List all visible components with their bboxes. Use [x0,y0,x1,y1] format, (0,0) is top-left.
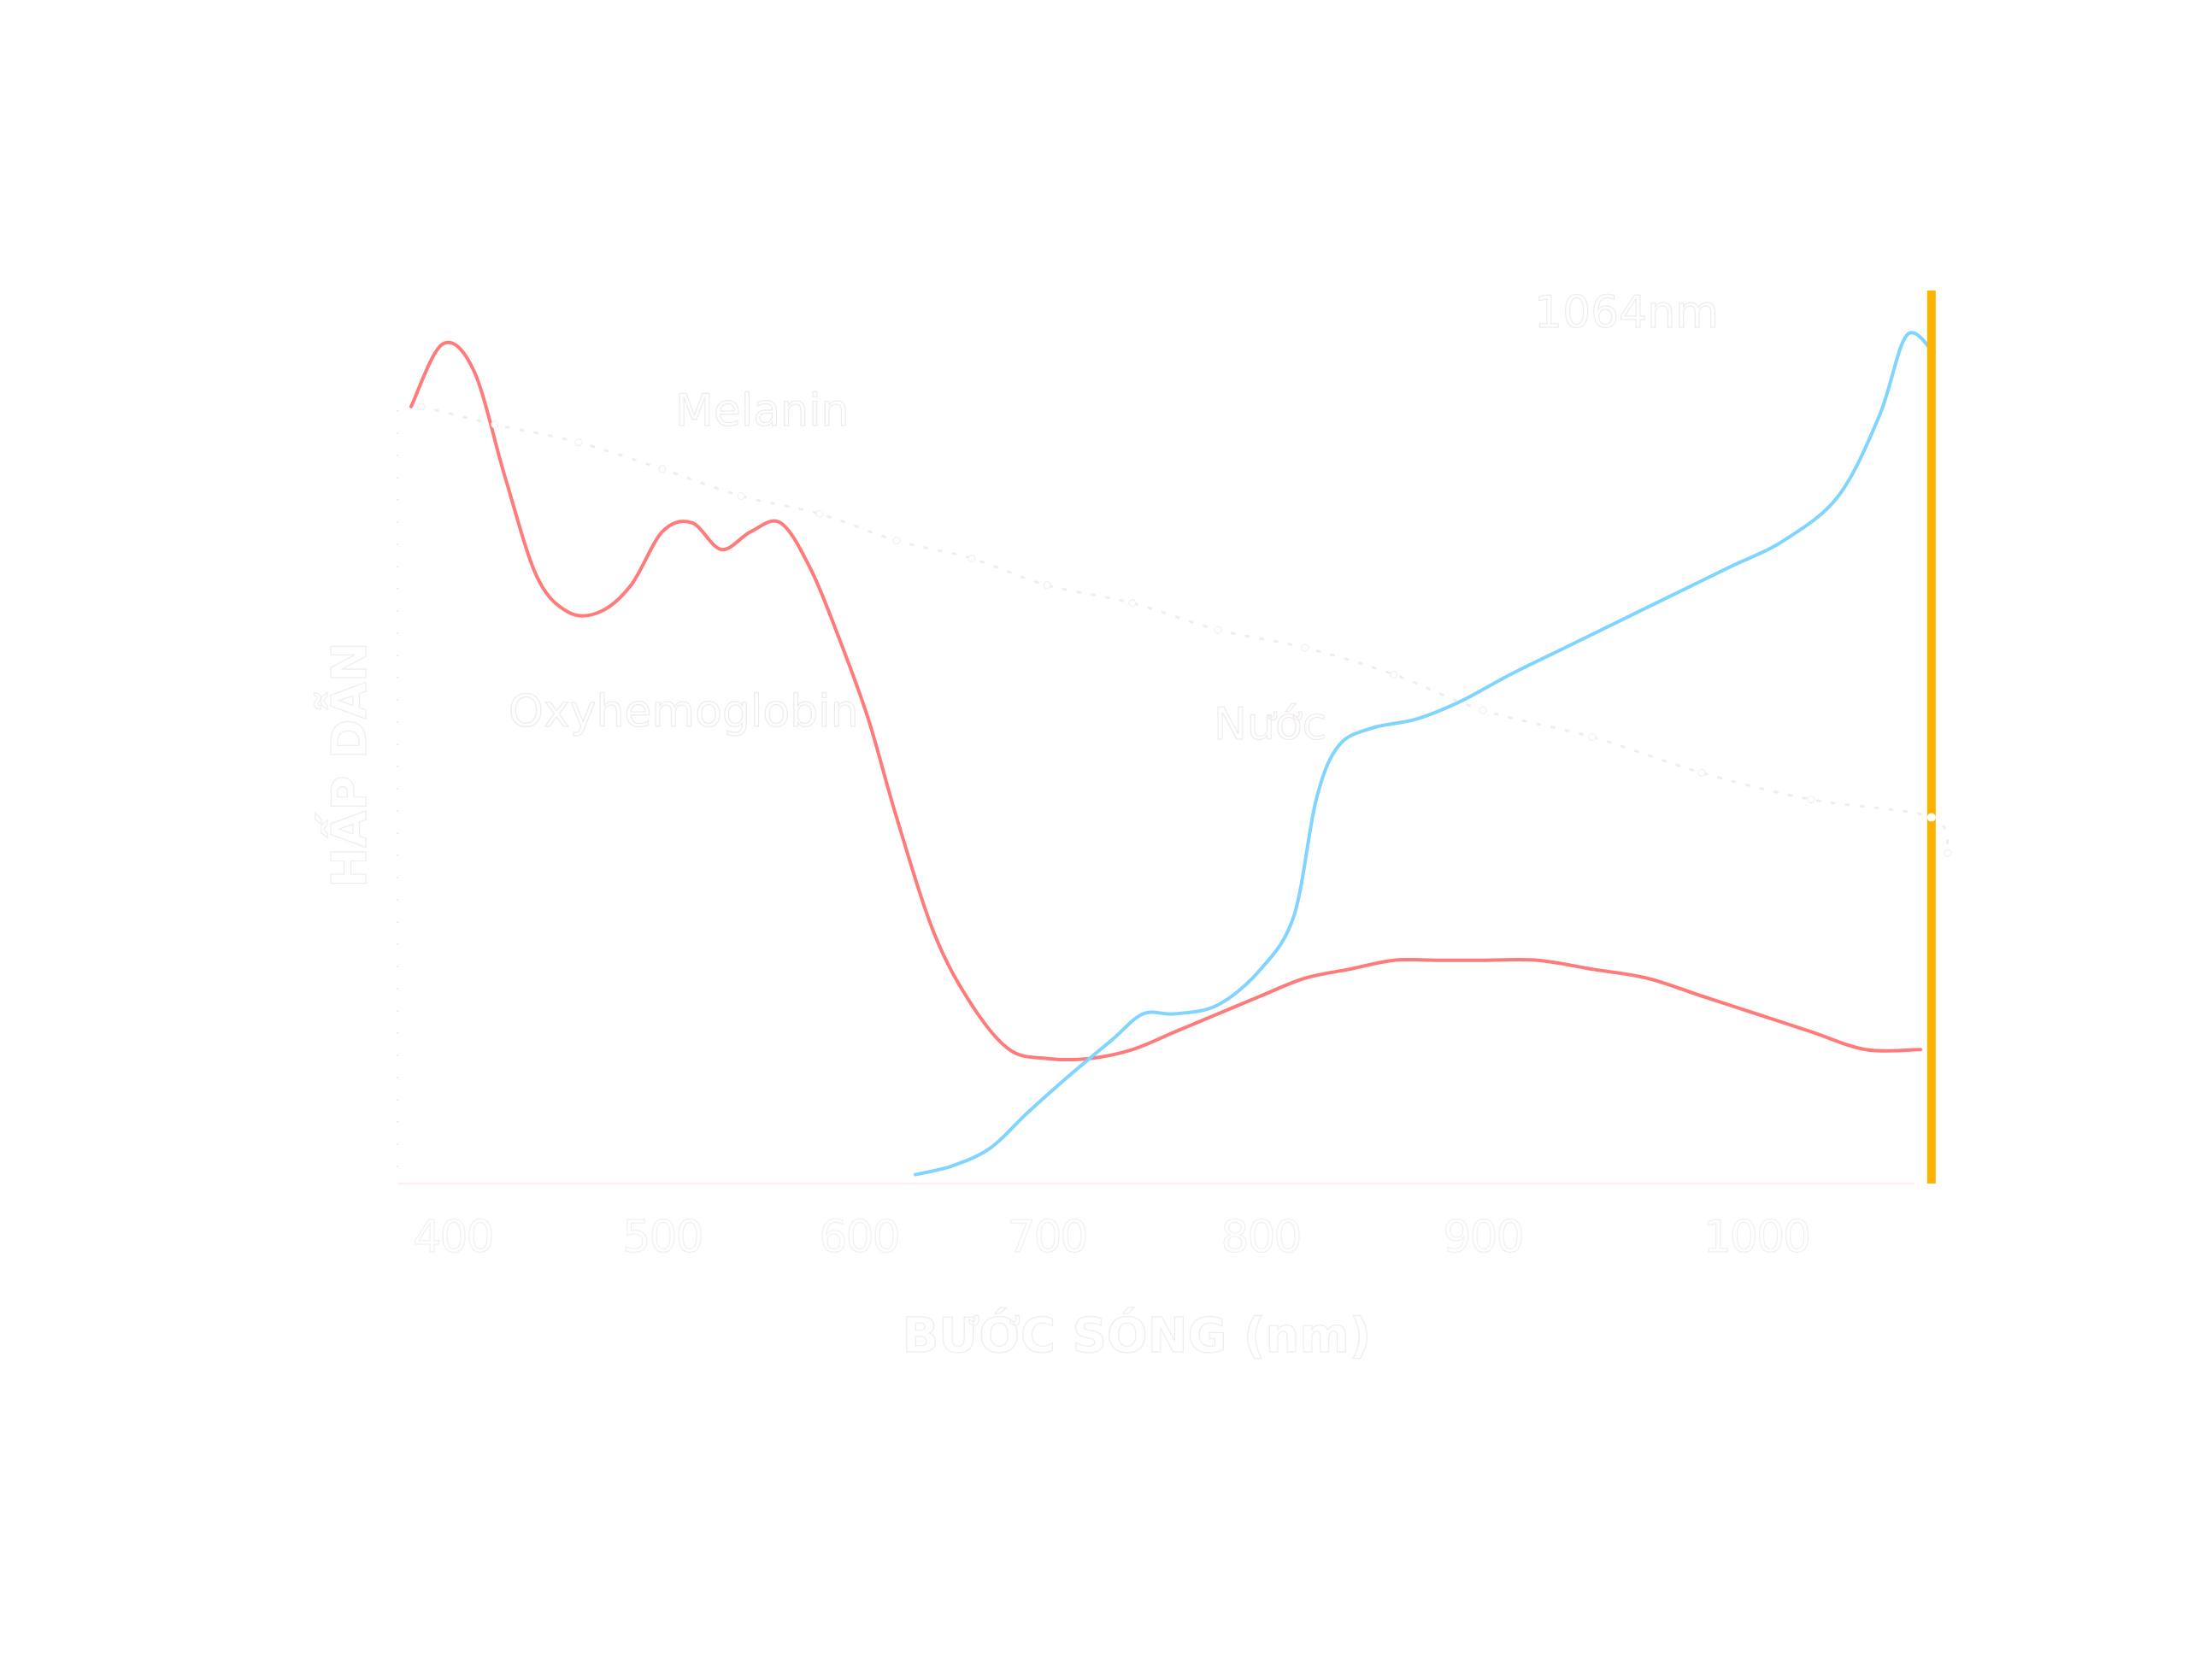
data-point-melanin-740 [1128,599,1137,608]
data-point-melanin-980 [1697,768,1706,777]
x-tick-label-900: 900 [1443,1212,1522,1263]
x-axis-title: BƯỚC SÓNG (nm) [903,1308,1372,1364]
axes [396,410,1914,1184]
data-point-melanin-580 [815,509,824,518]
data-point-melanin-940 [1588,733,1597,741]
data-point-melanin-420 [491,420,499,429]
data-point-melanin-860 [1390,670,1398,678]
label-oxyhemoglobin: Oxyhemoglobin [509,686,859,737]
series-line-melanin [420,405,1950,855]
data-point-melanin-620 [892,537,901,545]
x-tick-label-800: 800 [1220,1212,1300,1263]
x-tick-label-1000: 1000 [1703,1212,1809,1263]
data-point-melanin-385 [417,402,426,411]
data-point-melanin-500 [658,465,667,473]
data-point-melanin-820 [1301,643,1309,652]
x-tick-labels: 400 500 600 700 800 900 1000 [413,1211,1812,1263]
data-point-melanin-700 [1043,581,1051,590]
data-point-melanin-1020 [1807,796,1815,804]
label-1064nm: 1064nm [1534,287,1719,338]
marker-layer [1926,291,1936,1184]
x-tick-label-500: 500 [622,1212,702,1263]
label-water: Nước [1214,699,1326,750]
data-point-melanin-660 [968,555,976,562]
series-line-oxyhemoglobin [409,340,1922,1062]
data-point-melanin-900 [1479,706,1487,714]
series-layer [409,331,1952,1177]
data-point-melanin-460 [574,438,583,447]
y-axis-title: HẤP DẪN [315,642,378,887]
x-tick-label-400: 400 [413,1212,492,1263]
series-line-nuoc [914,331,1936,1177]
x-tick-label-700: 700 [1007,1212,1086,1263]
marker-intersection-dot [1926,813,1936,822]
data-point-melanin-540 [737,491,745,500]
label-melanin: Melanin [675,385,850,437]
data-point-melanin-1070 [1944,849,1952,857]
x-tick-label-600: 600 [819,1212,898,1263]
data-point-melanin-780 [1214,626,1222,634]
